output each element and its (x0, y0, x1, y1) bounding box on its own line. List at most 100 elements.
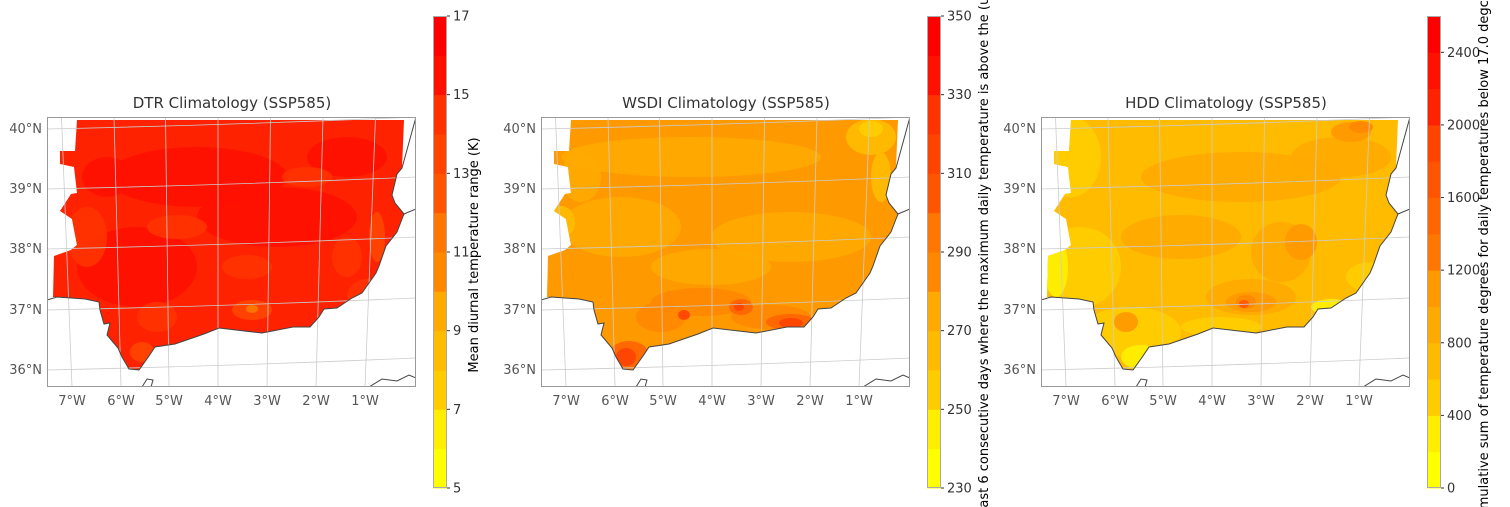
lon-tick-label: 1°W (351, 394, 379, 409)
colorbar-label: least 6 consecutive days where the maxim… (977, 0, 992, 507)
field-contour (561, 152, 601, 202)
colorbar-tick-label: 2400 (1447, 46, 1480, 61)
map-frame (47, 117, 416, 387)
coastline (1041, 117, 1410, 371)
lon-tick-label: 5°W (155, 394, 183, 409)
field-contour (779, 318, 803, 328)
colorbar-band (927, 173, 941, 214)
meridian (1055, 117, 1067, 387)
coastline (1362, 374, 1410, 387)
meridian (113, 117, 122, 387)
field-contour (147, 215, 207, 239)
colorbar-band (1427, 161, 1441, 199)
coastline (368, 374, 416, 387)
lat-tick-label: 40°N (503, 122, 536, 137)
field-contour (137, 302, 177, 332)
coastline (1397, 208, 1410, 215)
coastline (862, 374, 910, 387)
field-contour (130, 342, 154, 362)
field-contour (561, 137, 821, 177)
map-panel-2: WSDI Climatology (SSP585) 7°W 6°W 5°W 4°W 3°W… (503, 0, 992, 507)
coastline (635, 378, 648, 387)
coastline (403, 208, 416, 215)
field-contour (1346, 262, 1396, 292)
field-contour (1121, 345, 1161, 369)
colorbar-tick-label: 290 (947, 246, 972, 261)
colorbar-frame (1427, 16, 1441, 488)
colorbar-tick-label: 0 (1447, 482, 1455, 497)
field-contour (1285, 224, 1317, 260)
colorbar-band (927, 409, 941, 450)
parallel (1041, 297, 1410, 311)
lon-tick-label: 6°W (601, 394, 629, 409)
lat-tick-label: 38°N (1003, 242, 1036, 257)
colorbar-tick-label: 9 (453, 324, 461, 339)
colorbar-tick-label: 5 (453, 482, 461, 497)
field-contour (67, 207, 107, 267)
lon-tick-label: 3°W (747, 394, 775, 409)
meridian (266, 117, 271, 387)
lat-tick-label: 37°N (1003, 303, 1036, 318)
data-field (1047, 120, 1398, 370)
field-contour (1114, 312, 1138, 332)
map-area (541, 117, 910, 387)
lon-tick-label: 3°W (1247, 394, 1275, 409)
field-contour (1349, 121, 1373, 133)
field-contour (859, 121, 883, 137)
colorbar-tick-label: 350 (947, 10, 972, 25)
meridian (1159, 117, 1164, 387)
data-field (547, 120, 898, 370)
parallel (47, 297, 416, 311)
panel-title: WSDI Climatology (SSP585) (622, 94, 830, 112)
parallel (541, 357, 910, 371)
lat-tick-label: 40°N (1003, 122, 1036, 137)
field-contour (222, 255, 272, 279)
colorbar-tick-label: 13 (453, 167, 470, 182)
graticule (47, 117, 416, 387)
data-field (53, 120, 404, 370)
colorbar-band (1427, 451, 1441, 489)
graticule (1041, 117, 1410, 387)
meridian (858, 117, 870, 387)
meridian (61, 117, 73, 387)
lon-tick-label: 4°W (204, 394, 232, 409)
colorbar-label: Mean diurnal temperature range (K) (467, 137, 482, 372)
colorbar-frame (433, 16, 447, 488)
field-contour (1291, 137, 1391, 177)
colorbar-tick-label: 330 (947, 88, 972, 103)
field-contour (651, 249, 771, 285)
colorbar-band (433, 173, 447, 214)
map-panel-3: HDD Climatology (SSP585) 7°W 6°W 5°W 4°W 3°W 2… (1003, 0, 1492, 507)
meridian (1358, 117, 1370, 387)
parallel (1041, 357, 1410, 371)
colorbar-band (1427, 306, 1441, 344)
meridian (1260, 117, 1265, 387)
colorbar-band (927, 134, 941, 174)
colorbar-band (1427, 270, 1441, 307)
colorbar-band (1427, 16, 1441, 53)
lon-tick-label: 4°W (1198, 394, 1226, 409)
parallel (1041, 236, 1410, 250)
colorbar-tick-label: 1600 (1447, 191, 1480, 206)
lon-tick-label: 7°W (58, 394, 86, 409)
lon-tick-label: 2°W (796, 394, 824, 409)
field-contour (636, 302, 686, 332)
coastline (47, 117, 416, 371)
field-contour (197, 187, 357, 247)
meridian (760, 117, 765, 387)
lat-tick-label: 38°N (9, 242, 42, 257)
lon-tick-label: 7°W (552, 394, 580, 409)
colorbar: 5 7 9 11 13 15 17 Mean diurnal temperature rang… (433, 10, 482, 497)
colorbar-band (927, 448, 941, 489)
colorbar-band (433, 370, 447, 410)
lat-tick-label: 38°N (503, 242, 536, 257)
lat-tick-label: 39°N (9, 182, 42, 197)
coastline (897, 208, 910, 215)
colorbar-band (433, 16, 447, 56)
field-contour (711, 212, 871, 262)
colorbar-band (927, 330, 941, 371)
colorbar-band (433, 409, 447, 450)
colorbar-band (927, 55, 941, 96)
colorbar-band (927, 94, 941, 135)
